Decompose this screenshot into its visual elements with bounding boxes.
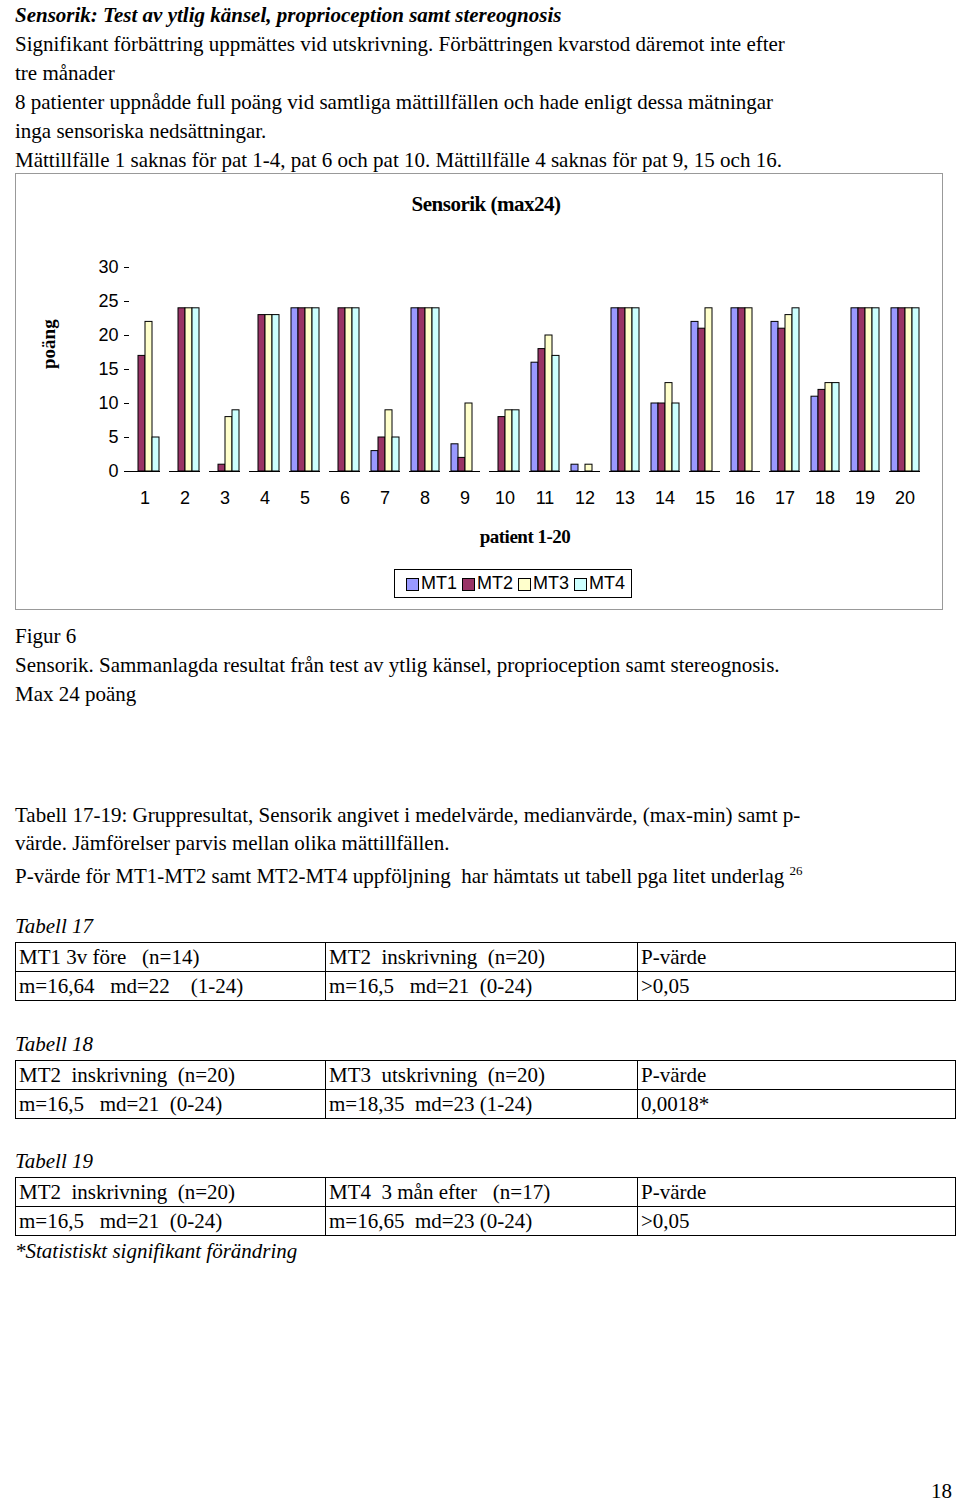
html-text:MT1 3v före (n=14): MT1 3v före (n=14): [19, 944, 200, 969]
svg-text:11: 11: [536, 488, 555, 508]
html-text:Tabell 17-19: Gruppresultat, S: Tabell 17-19: Gruppresultat, Sensorik an…: [15, 803, 801, 827]
html-text:Tabell 17: Tabell 17: [15, 914, 93, 938]
html-text:MT3 utskrivning (n=20): MT3 utskrivning (n=20): [329, 1062, 545, 1087]
html-text:Mättillfälle 1 saknas för pat: Mättillfälle 1 saknas för pat 1-4, pat 6…: [15, 148, 782, 172]
html-text:Sensorik. Sammanlagda resultat: Sensorik. Sammanlagda resultat från test…: [15, 653, 780, 677]
svg-text:16: 16: [735, 488, 755, 508]
svg-text:1: 1: [140, 488, 150, 508]
svg-text:15: 15: [98, 359, 118, 379]
html-text:Tabell 19: Tabell 19: [15, 1149, 93, 1173]
html-text:inga sensoriska nedsättningar.: inga sensoriska nedsättningar.: [15, 119, 267, 143]
html-text:0,0018*: 0,0018*: [641, 1091, 710, 1116]
html-text:8 patienter uppnådde full poän: 8 patienter uppnådde full poäng vid samt…: [15, 90, 774, 114]
svg-text:0: 0: [108, 461, 118, 481]
html-text:18: 18: [931, 1479, 952, 1503]
svg-text:10: 10: [495, 488, 515, 508]
html-text:MT4 3 mån efter (n=17): MT4 3 mån efter (n=17): [329, 1179, 551, 1204]
svg-text:8: 8: [420, 488, 430, 508]
html-text:Sensorik: Test av ytlig känsel: Sensorik: Test av ytlig känsel, proprioc…: [15, 3, 562, 27]
svg-text:2: 2: [180, 488, 190, 508]
svg-text:9: 9: [460, 488, 470, 508]
html-text:P-värde: P-värde: [641, 944, 707, 969]
html-text:poäng: poäng: [38, 319, 59, 369]
html-text:P-värde: P-värde: [641, 1062, 707, 1087]
html-text:MT3: MT3: [533, 573, 569, 593]
svg-text:6: 6: [340, 488, 350, 508]
svg-text:7: 7: [380, 488, 390, 508]
html-text:värde. Jämförelser parvis mell: värde. Jämförelser parvis mellan olika m…: [15, 831, 450, 855]
svg-text:19: 19: [855, 488, 875, 508]
html-text:MT2 inskrivning (n=20): MT2 inskrivning (n=20): [19, 1179, 235, 1204]
html-text:Tabell 18: Tabell 18: [15, 1032, 93, 1056]
html-text:m=16,5 md=21 (0-24): m=16,5 md=21 (0-24): [329, 973, 533, 998]
html-text:tre månader: tre månader: [15, 61, 115, 85]
html-text:MT2 inskrivning (n=20): MT2 inskrivning (n=20): [329, 944, 545, 969]
svg-text:15: 15: [695, 488, 715, 508]
svg-text:20: 20: [98, 325, 118, 345]
svg-text:18: 18: [815, 488, 835, 508]
html-text:MT2 inskrivning (n=20): MT2 inskrivning (n=20): [19, 1062, 235, 1087]
svg-text:14: 14: [655, 488, 675, 508]
html-text:MT4: MT4: [589, 573, 625, 593]
html-text:m=16,65 md=23 (0-24): m=16,65 md=23 (0-24): [329, 1208, 533, 1233]
svg-text:5: 5: [300, 488, 310, 508]
svg-text:10: 10: [98, 393, 118, 413]
svg-text:4: 4: [260, 488, 270, 508]
html-text:MT1: MT1: [421, 573, 457, 593]
html-text:P-värde: P-värde: [641, 1179, 707, 1204]
html-text:*Statistiskt signifikant förän: *Statistiskt signifikant förändring: [15, 1239, 298, 1263]
html-text:>0,05: >0,05: [641, 973, 690, 998]
svg-text:12: 12: [575, 488, 595, 508]
svg-text:5: 5: [108, 427, 118, 447]
html-text:MT2: MT2: [477, 573, 513, 593]
html-text:P-värde för MT1-MT2 samt MT2-M: P-värde för MT1-MT2 samt MT2-MT4 uppfölj…: [15, 863, 803, 888]
html-text:m=18,35 md=23 (1-24): m=18,35 md=23 (1-24): [329, 1091, 533, 1116]
svg-text:3: 3: [220, 488, 230, 508]
svg-text:17: 17: [775, 488, 795, 508]
html-text:m=16,5 md=21 (0-24): m=16,5 md=21 (0-24): [19, 1208, 223, 1233]
svg-text:30: 30: [98, 257, 118, 277]
html-text:Sensorik (max24): Sensorik (max24): [411, 192, 561, 216]
svg-text:13: 13: [615, 488, 635, 508]
html-text:patient 1-20: patient 1-20: [479, 526, 571, 547]
html-text:>0,05: >0,05: [641, 1208, 690, 1233]
html-text:Signifikant förbättring uppmät: Signifikant förbättring uppmättes vid ut…: [15, 32, 785, 56]
svg-text:20: 20: [895, 488, 915, 508]
html-text:Figur 6: Figur 6: [15, 624, 77, 648]
html-text:Max 24 poäng: Max 24 poäng: [15, 682, 137, 706]
html-text:m=16,5 md=21 (0-24): m=16,5 md=21 (0-24): [19, 1091, 223, 1116]
svg-text:25: 25: [98, 291, 118, 311]
html-text:m=16,64 md=22 (1-24): m=16,64 md=22 (1-24): [19, 973, 244, 998]
